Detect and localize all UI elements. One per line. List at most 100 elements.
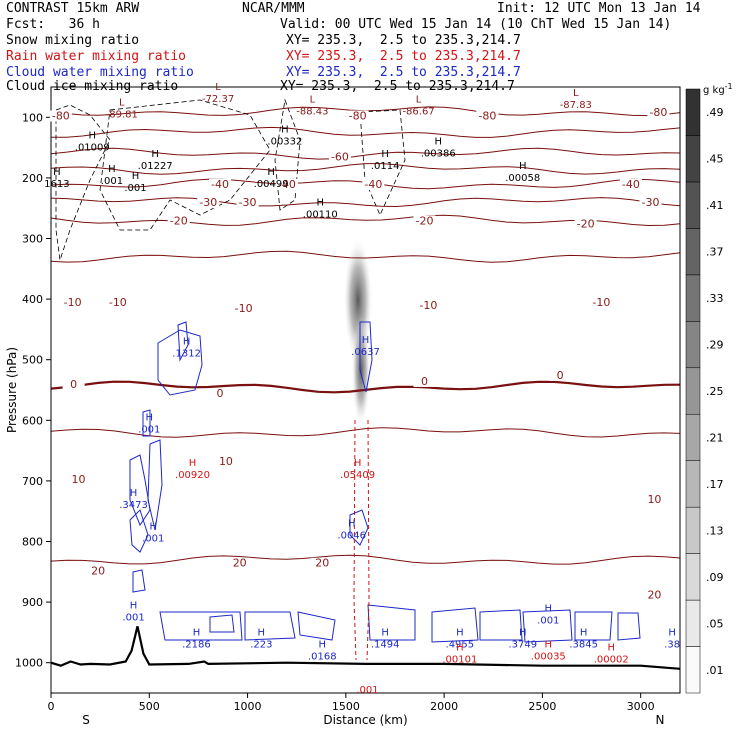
extremum-value: .00002: [594, 655, 629, 666]
colorbar-swatch: [685, 321, 701, 369]
y-tick-label: 800: [22, 536, 43, 549]
colorbar-label: .21: [706, 431, 724, 444]
low-marker: L: [215, 82, 221, 93]
contour-label-bg: [236, 197, 259, 209]
contour-label-bg: [311, 557, 334, 569]
temperature-contour: [51, 427, 680, 438]
extremum-value: .00332: [267, 137, 302, 148]
contour-label-bg: [209, 388, 232, 400]
extremum-value: -89.81: [106, 109, 138, 120]
high-marker: H: [53, 167, 61, 178]
extremum-value: .38: [664, 640, 680, 651]
contour-label: -60: [331, 151, 349, 164]
field-rain-name: Rain water mixing ratio: [6, 49, 187, 64]
contour-label: 20: [91, 565, 105, 578]
contour-label: -40: [278, 178, 296, 191]
extremum-value: .001: [356, 685, 378, 696]
rain-water-contour: [353, 419, 357, 661]
high-marker: H: [130, 600, 138, 611]
cloud-water-contour: [177, 321, 189, 362]
x-axis-south-label: S: [82, 713, 90, 727]
colorbar-swatch: [685, 181, 701, 229]
temperature-contour: [51, 126, 680, 138]
field-cloudwater-xy: XY= 235.3, 2.5 to 235.3,214.7: [286, 65, 521, 80]
cloud-ice-contour: [55, 104, 111, 261]
colorbar-swatch: [685, 553, 701, 601]
high-marker: H: [146, 412, 154, 423]
y-tick-label: 700: [22, 475, 43, 488]
extremum-value: 1613: [44, 179, 69, 190]
high-marker: H: [607, 643, 615, 654]
colorbar-swatch: [685, 413, 701, 461]
temperature-contour: [51, 197, 680, 208]
contour-label: 20: [647, 588, 661, 601]
y-tick-label: 300: [22, 233, 43, 246]
colorbar-unit: g kg-1: [703, 82, 733, 96]
extremum-value: .0046: [337, 530, 366, 541]
colorbar-swatch: [685, 599, 701, 647]
x-tick-label: 2000: [430, 700, 458, 713]
contour-label: 10: [219, 455, 233, 468]
high-marker: H: [434, 137, 442, 148]
contour-label-bg: [62, 378, 85, 390]
extremum-value: .01009: [75, 143, 110, 154]
extremum-value: .0114: [371, 161, 400, 172]
cloud-water-contour: [159, 611, 243, 641]
colorbar-label: .17: [706, 478, 724, 491]
cloud-water-contour: [142, 409, 151, 437]
high-marker: H: [668, 628, 676, 639]
contour-label-bg: [574, 218, 597, 230]
contour-label: -10: [419, 299, 437, 312]
contour-label-bg: [643, 494, 666, 506]
low-marker: L: [119, 97, 125, 108]
temperature-contour: [51, 163, 680, 175]
contour-label-bg: [214, 455, 237, 467]
cloud-water-contour: [367, 604, 416, 641]
contour-label-bg: [639, 197, 662, 209]
extremum-value: .01227: [138, 161, 173, 172]
high-marker: H: [519, 161, 527, 172]
contour-label: 0: [217, 387, 224, 400]
contour-label-bg: [362, 178, 385, 190]
x-axis-label: Distance (km): [323, 713, 407, 727]
plot-frame: [50, 86, 681, 694]
x-tick-label: 1000: [234, 700, 262, 713]
high-marker: H: [149, 522, 157, 533]
contour-label: -20: [415, 214, 433, 227]
contour-label-bg: [232, 303, 255, 315]
contour-label-bg: [87, 565, 110, 577]
contour-label-bg: [643, 589, 666, 601]
extremum-value: .001: [138, 424, 160, 435]
contour-label-bg: [67, 474, 90, 486]
cloud-water-contour: [359, 321, 373, 393]
cloud-ice-contour: [99, 99, 271, 231]
high-marker: H: [519, 628, 527, 639]
contour-label: -80: [649, 106, 667, 119]
cloud-water-contour: [132, 569, 146, 593]
contour-label-bg: [106, 297, 129, 309]
snow-shading-plume: [344, 240, 372, 425]
extremum-value: .001: [101, 176, 123, 187]
temperature-contour: [51, 250, 680, 263]
high-marker: H: [362, 335, 370, 346]
high-marker: H: [354, 458, 362, 469]
contour-label-bg: [228, 557, 251, 569]
colorbar-swatch: [685, 460, 701, 508]
high-marker: H: [258, 628, 266, 639]
colorbar-label: .41: [706, 199, 724, 212]
contour-label: -30: [642, 196, 660, 209]
field-snow-name: Snow mixing ratio: [6, 33, 140, 48]
contour-label: -40: [622, 178, 640, 191]
contour-label: -30: [199, 196, 217, 209]
low-marker: L: [310, 94, 316, 105]
contour-label-bg: [346, 110, 369, 122]
colorbar-swatch: [685, 367, 701, 415]
extremum-value: .00035: [531, 652, 566, 663]
y-tick-label: 400: [22, 293, 43, 306]
colorbar-label: .37: [706, 246, 724, 259]
contour-label-bg: [275, 178, 298, 190]
y-tick-label: 600: [22, 414, 43, 427]
high-marker: H: [183, 337, 191, 348]
y-axis-label: Pressure (hPa): [5, 347, 19, 433]
contour-label: 0: [421, 375, 428, 388]
